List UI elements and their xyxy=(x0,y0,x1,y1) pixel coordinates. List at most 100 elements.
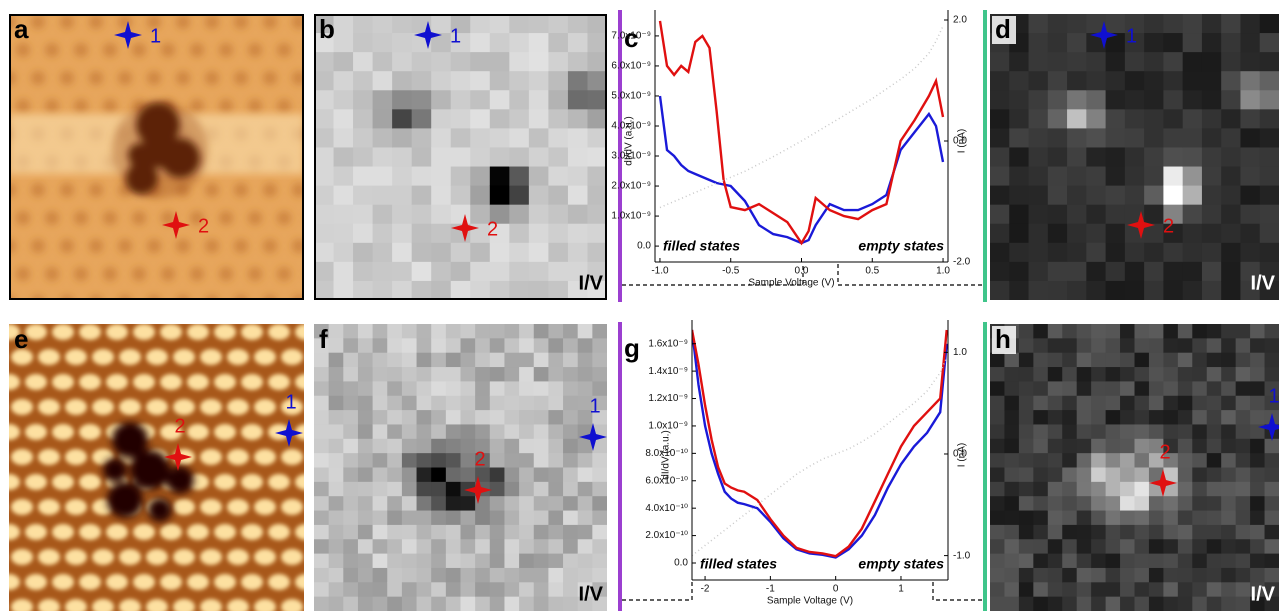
pixel xyxy=(563,410,579,425)
pixel xyxy=(460,324,476,339)
pixel xyxy=(1148,424,1164,440)
pixel xyxy=(372,510,388,526)
range-bracket xyxy=(622,582,983,601)
atom xyxy=(25,574,47,590)
annotation: empty states xyxy=(858,238,944,254)
pixel xyxy=(519,324,535,339)
pixel xyxy=(1192,510,1208,526)
pixel xyxy=(1148,524,1164,540)
pixel xyxy=(372,567,388,583)
pixel xyxy=(592,553,607,569)
pixel xyxy=(1192,467,1208,483)
current-curve xyxy=(692,357,948,557)
pixel xyxy=(1177,424,1193,440)
pixel xyxy=(528,33,549,53)
pixel xyxy=(1144,166,1164,187)
pixel xyxy=(1105,596,1121,611)
pixel xyxy=(1033,496,1049,512)
pixel xyxy=(328,424,344,440)
pixel xyxy=(1201,147,1222,168)
pixel xyxy=(1206,395,1222,411)
pixel xyxy=(489,33,510,53)
pixel xyxy=(528,109,549,129)
pixel xyxy=(1235,596,1251,611)
pixel xyxy=(1182,204,1203,225)
pixel xyxy=(563,367,579,382)
pixel xyxy=(328,338,344,354)
marker-star xyxy=(164,443,192,471)
pixel xyxy=(1120,596,1135,611)
pixel xyxy=(504,481,520,497)
pixel xyxy=(1177,453,1193,468)
pixel xyxy=(1018,424,1034,440)
pixel xyxy=(1033,596,1049,611)
pixel xyxy=(411,71,432,91)
pixel xyxy=(1163,33,1184,53)
pixel xyxy=(411,223,432,244)
pixel xyxy=(990,71,1010,91)
pixel xyxy=(1182,14,1203,34)
pixel xyxy=(990,261,1010,282)
pixel xyxy=(577,395,593,411)
pixel xyxy=(460,352,476,368)
pixel xyxy=(504,467,520,483)
pixel xyxy=(504,438,520,454)
pixel xyxy=(387,553,403,569)
atom xyxy=(38,499,60,515)
pixel xyxy=(504,582,520,598)
pixel xyxy=(1047,481,1063,497)
pixel xyxy=(343,481,359,497)
atom xyxy=(234,15,248,29)
pixel xyxy=(1250,367,1266,382)
atom xyxy=(16,211,30,225)
image-panel xyxy=(9,324,304,611)
pixel xyxy=(592,381,607,397)
atom xyxy=(234,71,248,85)
pixel xyxy=(1047,128,1068,148)
panel-letter: h xyxy=(995,324,1011,354)
pixel xyxy=(1033,510,1049,526)
pixel xyxy=(470,52,491,72)
pixel xyxy=(314,185,335,206)
pixel xyxy=(548,324,564,339)
y-tick-label: 0.0 xyxy=(637,241,651,252)
pixel xyxy=(314,524,330,540)
pixel xyxy=(1004,481,1020,497)
pixel xyxy=(1177,352,1193,368)
pixel xyxy=(548,166,569,187)
pixel xyxy=(489,128,510,148)
pixel xyxy=(450,185,471,206)
pixel xyxy=(372,481,388,497)
pixel xyxy=(416,324,432,339)
pixel xyxy=(533,338,549,354)
atom xyxy=(219,43,233,57)
pixel xyxy=(1148,324,1164,339)
pixel xyxy=(445,338,461,354)
y-tick-label: 4.0x10⁻¹⁰ xyxy=(645,503,688,514)
pixel xyxy=(387,410,403,425)
pixel xyxy=(567,261,588,282)
pixel xyxy=(1047,352,1063,368)
pixel xyxy=(528,71,549,91)
atom xyxy=(9,574,20,590)
atom xyxy=(133,574,155,590)
pixel xyxy=(1009,242,1030,263)
pixel xyxy=(990,280,1010,300)
pixel xyxy=(357,553,374,569)
pixel xyxy=(489,381,505,397)
pixel xyxy=(475,567,491,583)
pixel xyxy=(1206,424,1222,440)
pixel xyxy=(990,467,1005,483)
pixel xyxy=(314,567,330,583)
pixel xyxy=(1264,352,1279,368)
pixel xyxy=(1206,381,1222,397)
pixel xyxy=(1124,242,1145,263)
pixel xyxy=(372,204,393,225)
pixel xyxy=(1028,166,1049,187)
pixel xyxy=(450,147,471,168)
annotation: empty states xyxy=(858,556,944,572)
pixel xyxy=(343,539,359,555)
pixel xyxy=(314,14,335,34)
pixel xyxy=(475,424,491,440)
pixel xyxy=(489,453,505,468)
